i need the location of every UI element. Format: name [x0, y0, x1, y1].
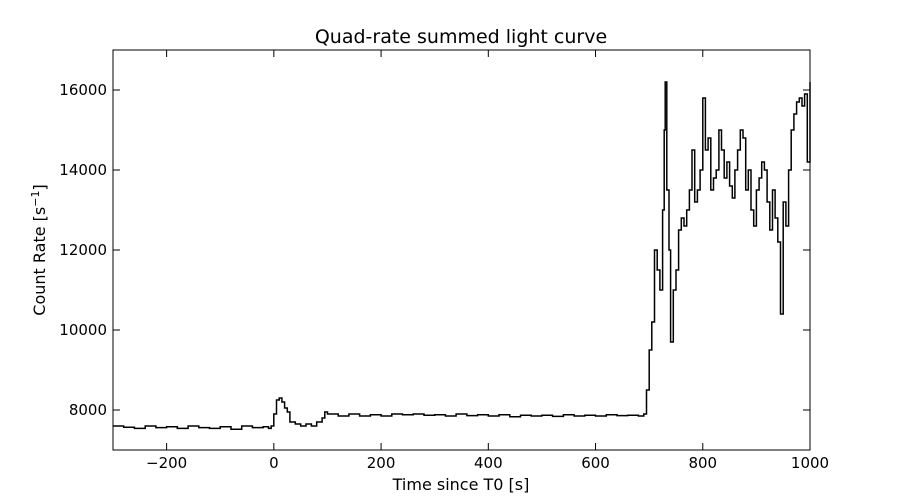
y-axis-title-main: Count Rate [s	[30, 207, 49, 316]
x-tick-label: 1000	[791, 454, 829, 472]
plot-area-background	[113, 50, 810, 450]
x-tick-label: 400	[474, 454, 503, 472]
tick-labels: −200 0 200 400 600 800 1000 8000 10000 12000 14000…	[59, 81, 829, 472]
x-tick-label: 600	[581, 454, 610, 472]
plot-frame	[112, 49, 811, 451]
x-tick-label: 0	[269, 454, 279, 472]
tick-marks	[113, 50, 811, 450]
x-axis-title: Time since T0 [s]	[392, 475, 530, 494]
y-axis-title-exponent: −1	[29, 191, 42, 207]
y-tick-label: 16000	[59, 81, 107, 99]
y-tick-label: 10000	[59, 321, 107, 339]
light-curve-line	[113, 81, 811, 430]
y-axis-title-end: ]	[30, 184, 49, 190]
chart-title: Quad-rate summed light curve	[315, 26, 607, 48]
x-tick-label: −200	[146, 454, 187, 472]
y-tick-label: 12000	[59, 241, 107, 259]
y-tick-label: 14000	[59, 161, 107, 179]
y-axis-title: Count Rate [s−1]	[29, 184, 49, 315]
x-tick-label: 200	[367, 454, 396, 472]
x-tick-label: 800	[688, 454, 717, 472]
y-tick-label: 8000	[69, 401, 107, 419]
